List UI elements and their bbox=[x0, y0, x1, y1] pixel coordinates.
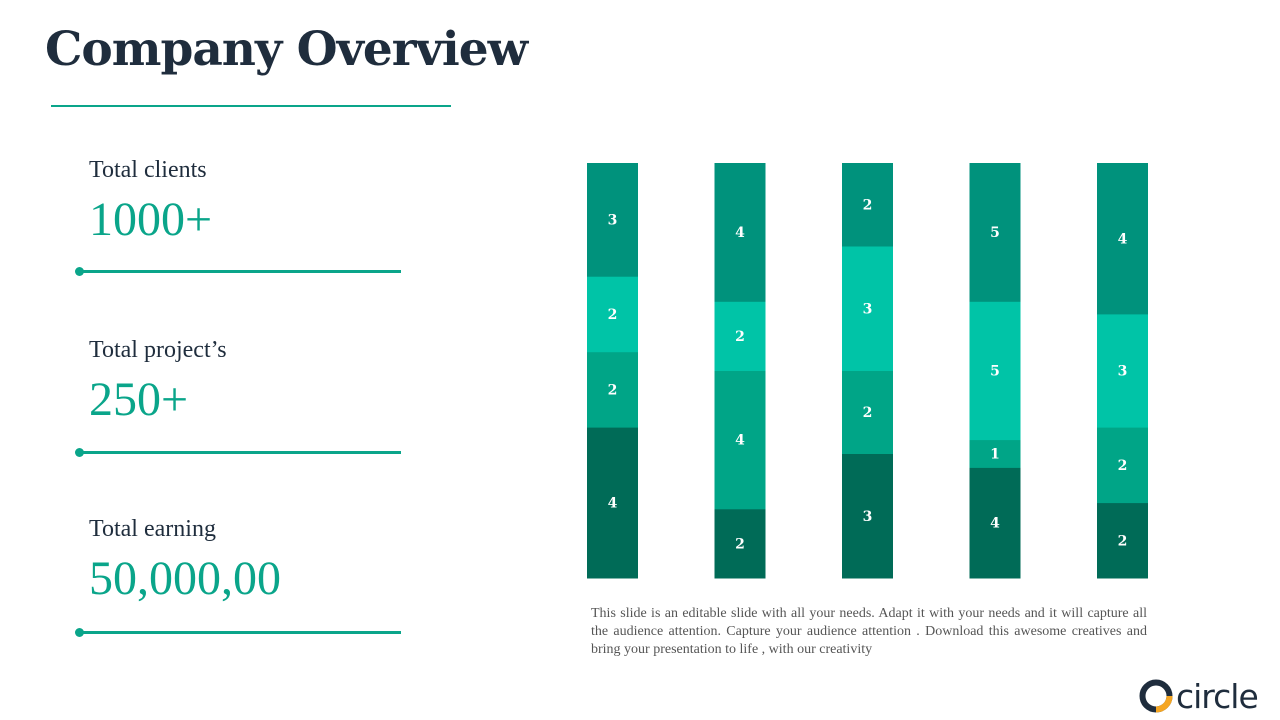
stat-value-clients: 1000+ bbox=[89, 193, 213, 246]
data-label-5-3: 3 bbox=[1118, 364, 1128, 380]
bar-segment-1-2 bbox=[587, 351, 638, 428]
stat-earning: Total earning 50,000,00 bbox=[89, 516, 281, 603]
stat-label-projects: Total project’s bbox=[89, 337, 227, 363]
bar-segment-3-1 bbox=[842, 453, 893, 579]
bar-segment-5-3 bbox=[1097, 313, 1148, 428]
data-label-4-2: 1 bbox=[990, 447, 1000, 463]
bar-segment-3-2 bbox=[842, 370, 893, 454]
page-title: Company Overview bbox=[45, 22, 528, 77]
bar-segment-1-1 bbox=[587, 427, 638, 579]
bar-segment-4-1 bbox=[969, 467, 1021, 579]
bar-segment-2-4 bbox=[714, 163, 766, 302]
bar-segment-1-3 bbox=[587, 276, 638, 353]
bar-segment-5-4 bbox=[1097, 163, 1148, 315]
data-label-2-1: 2 bbox=[735, 536, 745, 552]
slide-description: This slide is an editable slide with all… bbox=[591, 606, 1147, 657]
bar-segment-5-1 bbox=[1097, 502, 1148, 579]
data-label-5-1: 2 bbox=[1118, 533, 1128, 549]
stat-clients: Total clients 1000+ bbox=[89, 157, 212, 244]
data-label-3-2: 2 bbox=[863, 405, 873, 421]
bar-segment-4-4 bbox=[969, 163, 1021, 302]
bar-segment-4-2 bbox=[969, 439, 1021, 468]
circle-logo-icon bbox=[1139, 679, 1173, 713]
bar-segment-2-3 bbox=[714, 301, 766, 371]
stat-label-clients: Total clients bbox=[89, 157, 207, 183]
data-label-3-4: 2 bbox=[863, 198, 873, 214]
data-label-2-4: 4 bbox=[735, 225, 745, 241]
data-label-1-2: 2 bbox=[608, 382, 618, 398]
bar-segment-3-4 bbox=[842, 163, 893, 247]
bar-segment-3-3 bbox=[842, 246, 893, 371]
data-label-5-2: 2 bbox=[1118, 458, 1128, 474]
data-label-1-4: 3 bbox=[608, 213, 618, 229]
data-label-5-4: 4 bbox=[1118, 232, 1128, 248]
bar-segment-2-2 bbox=[714, 370, 766, 510]
stat-divider-clients bbox=[75, 267, 401, 276]
data-label-1-3: 2 bbox=[608, 307, 618, 323]
data-label-4-3: 5 bbox=[990, 364, 1000, 380]
bar-segment-4-3 bbox=[969, 301, 1021, 441]
data-label-3-3: 3 bbox=[863, 301, 873, 317]
stat-label-earning: Total earning bbox=[89, 516, 216, 542]
stat-divider-projects bbox=[75, 448, 401, 457]
data-label-2-2: 4 bbox=[735, 433, 745, 449]
stat-projects: Total project’s 250+ bbox=[89, 337, 227, 424]
data-label-4-1: 4 bbox=[990, 516, 1000, 532]
bar-segment-5-2 bbox=[1097, 427, 1148, 504]
circle-logo-text: circle bbox=[1176, 676, 1259, 716]
stat-divider-earning bbox=[75, 628, 401, 637]
bar-segment-2-1 bbox=[714, 508, 766, 579]
data-label-3-1: 3 bbox=[863, 509, 873, 525]
bar-segment-1-4 bbox=[587, 163, 638, 277]
data-label-4-4: 5 bbox=[990, 225, 1000, 241]
stat-value-projects: 250+ bbox=[89, 373, 189, 426]
stat-value-earning: 50,000,00 bbox=[89, 552, 281, 605]
data-label-1-1: 4 bbox=[608, 496, 618, 512]
data-label-2-3: 2 bbox=[735, 329, 745, 345]
circle-logo: circle bbox=[1138, 676, 1259, 716]
title-underline bbox=[51, 105, 451, 107]
